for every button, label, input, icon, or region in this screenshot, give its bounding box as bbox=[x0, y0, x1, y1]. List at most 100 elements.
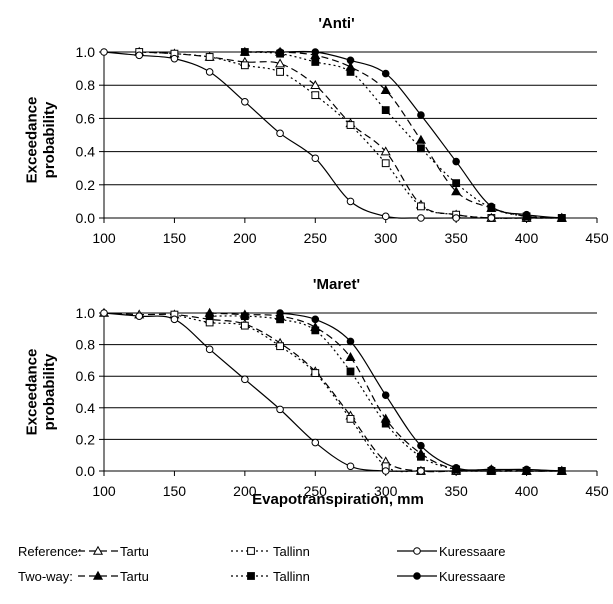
legend-group-label: Reference: bbox=[18, 544, 82, 559]
data-point bbox=[276, 48, 284, 56]
data-point bbox=[311, 58, 320, 66]
data-point bbox=[205, 345, 214, 354]
data-point bbox=[522, 465, 531, 474]
data-point bbox=[345, 352, 356, 362]
data-point bbox=[487, 214, 496, 222]
data-point bbox=[417, 467, 425, 475]
data-point bbox=[451, 186, 462, 196]
data-point bbox=[205, 318, 214, 327]
data-point bbox=[241, 98, 249, 106]
series-line bbox=[244, 50, 562, 219]
data-point bbox=[346, 121, 355, 129]
data-point bbox=[205, 53, 214, 61]
data-point bbox=[241, 375, 249, 384]
y-tick-label: 0.4 bbox=[76, 144, 96, 160]
x-tick-label: 300 bbox=[374, 230, 398, 246]
y-tick-label: 1.0 bbox=[76, 44, 96, 60]
data-point bbox=[311, 91, 320, 100]
series-line bbox=[139, 51, 562, 219]
series-line bbox=[103, 51, 562, 219]
data-point bbox=[100, 309, 108, 317]
data-point bbox=[487, 465, 496, 474]
x-tick-label: 450 bbox=[585, 483, 609, 499]
data-point bbox=[417, 111, 425, 119]
data-point bbox=[276, 405, 284, 414]
data-point bbox=[417, 441, 425, 450]
x-tick-label: 200 bbox=[233, 230, 257, 246]
chart-panel-1: 'Anti' Exceedanceprobability 0.0 0.2 0.4 0.6 0… bbox=[24, 15, 609, 246]
data-point bbox=[381, 159, 390, 168]
series-line bbox=[174, 313, 562, 473]
series-line bbox=[244, 51, 562, 219]
y-tick-label: 0.8 bbox=[76, 337, 96, 353]
data-point bbox=[311, 315, 320, 324]
data-point bbox=[275, 58, 286, 68]
y-tick-label: 0.0 bbox=[76, 210, 96, 226]
series-two-kuressaare bbox=[241, 48, 566, 222]
legend-marker bbox=[247, 547, 255, 555]
data-point bbox=[135, 312, 144, 320]
data-point bbox=[240, 321, 249, 330]
legend-entry-label: Tallinn bbox=[273, 544, 310, 559]
data-point bbox=[276, 342, 284, 351]
y-tick-label: 0.6 bbox=[76, 368, 96, 384]
data-point bbox=[205, 312, 214, 321]
data-point bbox=[346, 197, 355, 206]
series-two-tallinn bbox=[240, 48, 566, 222]
legend-row-2: Two-way: Tartu Tallinn Kuressaare bbox=[18, 569, 505, 584]
x-tick-label: 400 bbox=[515, 483, 539, 499]
data-point bbox=[381, 391, 390, 399]
data-point bbox=[311, 438, 320, 447]
data-point bbox=[311, 369, 320, 377]
data-point bbox=[205, 68, 214, 76]
x-tick-label: 400 bbox=[515, 230, 539, 246]
legend-entry-label: Kuressaare bbox=[439, 569, 505, 584]
data-point bbox=[346, 56, 355, 65]
data-point bbox=[346, 414, 355, 423]
series-line bbox=[103, 312, 562, 473]
legend: Reference: Tartu Tallinn KuressaareTwo-way:… bbox=[18, 544, 505, 584]
data-point bbox=[381, 212, 390, 221]
data-point bbox=[417, 144, 425, 153]
x-tick-label: 200 bbox=[233, 483, 257, 499]
legend-row-1: Reference: Tartu Tallinn Kuressaare bbox=[18, 544, 505, 559]
y-tick-label: 0.0 bbox=[76, 463, 96, 479]
x-tick-label: 100 bbox=[92, 483, 116, 499]
data-point bbox=[241, 48, 249, 56]
legend-marker bbox=[413, 572, 421, 580]
data-point bbox=[557, 214, 566, 222]
legend-marker bbox=[247, 572, 255, 580]
data-point bbox=[380, 84, 391, 94]
y-tick-label: 0.4 bbox=[76, 400, 96, 416]
y-tick-label: 0.2 bbox=[76, 431, 96, 447]
data-point bbox=[170, 54, 179, 63]
x-tick-label: 150 bbox=[163, 483, 187, 499]
legend-entry-label: Tartu bbox=[120, 569, 149, 584]
y-axis-label: Exceedanceprobability bbox=[24, 349, 58, 436]
legend-group-label: Two-way: bbox=[18, 569, 73, 584]
legend-marker bbox=[413, 547, 421, 555]
data-point bbox=[240, 312, 249, 321]
y-tick-label: 0.6 bbox=[76, 110, 96, 126]
data-point bbox=[452, 214, 460, 222]
x-tick-label: 450 bbox=[585, 230, 609, 246]
x-tick-label: 150 bbox=[163, 230, 187, 246]
series-ref-tartu bbox=[98, 307, 567, 475]
data-point bbox=[311, 326, 320, 335]
data-point bbox=[346, 337, 355, 346]
data-point bbox=[310, 79, 321, 89]
data-point bbox=[381, 69, 390, 78]
data-point bbox=[170, 315, 179, 324]
data-point bbox=[487, 202, 496, 211]
data-point bbox=[276, 129, 284, 138]
data-point bbox=[452, 157, 460, 166]
legend-entry-label: Tartu bbox=[120, 544, 149, 559]
chart-title: 'Maret' bbox=[313, 276, 360, 293]
data-point bbox=[381, 419, 390, 428]
legend-marker bbox=[92, 570, 104, 580]
legend-entry-label: Tallinn bbox=[273, 569, 310, 584]
series-two-tartu bbox=[239, 46, 567, 222]
data-point bbox=[276, 309, 284, 317]
data-point bbox=[346, 68, 355, 76]
data-point bbox=[452, 179, 461, 188]
